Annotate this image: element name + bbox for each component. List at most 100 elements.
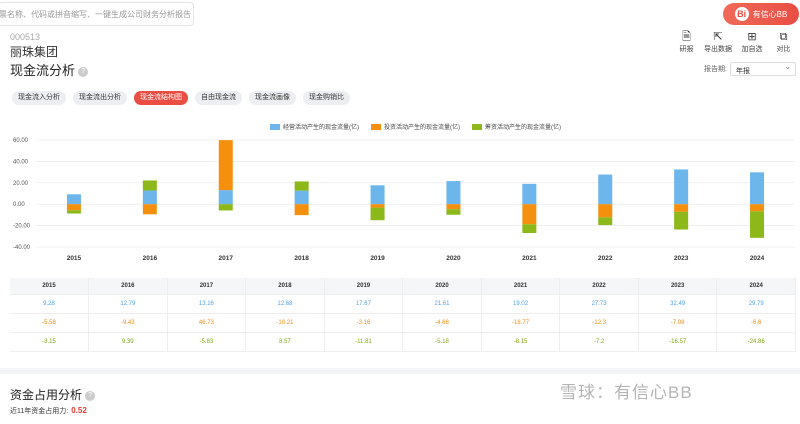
y-tick-label: -40.00 <box>13 245 31 251</box>
tab-cashflow-profile[interactable]: 现金流画像 <box>249 91 296 105</box>
bar-operating <box>66 194 81 205</box>
bar-operating <box>218 190 233 205</box>
legend-item-financing[interactable]: 筹资活动产生的现金流量(亿) <box>472 122 561 131</box>
section-title: 现金流分析 <box>10 63 76 78</box>
tab-free-cashflow[interactable]: 自由现金流 <box>195 91 242 105</box>
y-tick-label: 20.00 <box>13 181 29 187</box>
tab-bar: 现金流入分析 现金流出分析 现金流结构图 自由现金流 现金流画像 现金购销比 <box>12 91 350 105</box>
bar-financing <box>294 181 309 191</box>
bar-financing <box>218 204 233 211</box>
bar-operating <box>674 169 689 205</box>
table-cell: 8.57 <box>245 332 325 352</box>
legend-label-investing: 投资活动产生的现金流量(亿) <box>384 125 460 131</box>
table-cell: -16.57 <box>638 332 718 352</box>
bar-financing <box>750 211 765 238</box>
table-cell: 29.79 <box>716 294 796 314</box>
tab-cash-outflow[interactable]: 现金流出分析 <box>73 91 127 105</box>
table-header-cell: 2019 <box>324 278 404 295</box>
add-watchlist-label: 加自选 <box>741 46 763 53</box>
report-label: 研报 <box>679 46 694 53</box>
table-cell: -8.15 <box>481 332 561 352</box>
table-header-cell: 2017 <box>167 278 247 295</box>
cashflow-card: 现金流入分析 现金流出分析 现金流结构图 自由现金流 现金流画像 现金购销比 经… <box>0 86 800 368</box>
section2-title-text: 资金占用分析 <box>10 388 83 402</box>
bar-operating <box>370 185 385 205</box>
x-tick-label: 2015 <box>67 255 82 260</box>
table-cell: -3.16 <box>324 313 404 333</box>
legend-item-operating[interactable]: 经营活动产生的现金流量(亿) <box>270 122 359 131</box>
bar-investing <box>446 204 461 210</box>
x-tick-label: 2018 <box>294 255 309 260</box>
bar-financing <box>446 209 461 215</box>
period-select[interactable]: 年报 <box>730 62 796 76</box>
bar-operating <box>142 190 157 205</box>
table-cell: -5.58 <box>10 313 90 333</box>
table-header-cell: 2021 <box>481 278 561 295</box>
cashflow-structure-chart: 60.00 40.00 20.00 0.00 -20.00 -40.00 2015 2016 2… <box>13 138 795 260</box>
table-cell: 12.79 <box>88 294 168 314</box>
user-name: 有信心BB <box>752 9 788 19</box>
cashflow-table: 2015 2016 2017 2018 2019 2020 2021 2022 2023 2024… <box>10 278 796 352</box>
user-button[interactable]: Bi 有信心BB <box>723 3 799 25</box>
table-header-cell: 2020 <box>402 278 482 295</box>
top-bar: 票名称、代码或拼音缩写、一键生成公司财务分析报告 Bi 有信心BB <box>0 0 800 30</box>
legend-swatch-operating <box>270 124 280 130</box>
table-header-cell: 2023 <box>638 278 718 295</box>
table-cell: -9.43 <box>88 313 168 333</box>
table-header-cell: 2022 <box>559 278 639 295</box>
table-row-financing: -3.15 9.39 -5.83 8.57 -11.81 -5.18 -8.15 -7.2 -1… <box>10 332 796 352</box>
bar-investing <box>370 204 385 208</box>
table-cell: 27.73 <box>559 294 639 314</box>
help-icon[interactable]: ? <box>78 67 89 77</box>
export-button[interactable]: ⇱ 导出数据 <box>701 30 735 58</box>
bar-financing <box>142 180 157 191</box>
x-tick-label: 2017 <box>219 255 234 260</box>
capital-occupation-label: 近11年资金占用力: <box>10 408 69 415</box>
bar-investing <box>66 204 81 211</box>
table-header-cell: 2024 <box>716 278 796 295</box>
watermark: 雪球：有信心BB <box>560 383 693 402</box>
add-watchlist-button[interactable]: ⊞ 加自选 <box>735 30 769 58</box>
table-cell: -18.77 <box>481 313 561 333</box>
table-cell: 17.67 <box>324 294 404 314</box>
table-cell: 9.28 <box>10 294 90 314</box>
table-cell: 21.61 <box>402 294 482 314</box>
table-cell: -5.83 <box>167 332 247 352</box>
search-placeholder: 票名称、代码或拼音缩写、一键生成公司财务分析报告 <box>0 10 191 19</box>
table-cell: 46.73 <box>167 313 247 333</box>
table-header-cell: 2015 <box>10 278 90 295</box>
table-cell: -10.21 <box>245 313 325 333</box>
legend-label-financing: 筹资活动产生的现金流量(亿) <box>485 125 561 131</box>
add-icon: ⊞ <box>747 31 757 43</box>
period-label: 报告期: <box>704 66 727 73</box>
table-cell: -7.2 <box>559 332 639 352</box>
bar-operating <box>446 181 461 205</box>
stock-name: 丽珠集团 <box>10 45 59 59</box>
bar-investing <box>674 204 689 212</box>
tab-cash-purchase-sales-ratio[interactable]: 现金购销比 <box>303 91 350 105</box>
table-cell: -5.18 <box>402 332 482 352</box>
table-cell: -3.15 <box>10 332 90 352</box>
capital-occupation-summary: 近11年资金占用力: 0.52 <box>10 406 87 416</box>
table-header-cell: 2018 <box>245 278 325 295</box>
x-tick-label: 2022 <box>598 255 613 260</box>
legend-swatch-investing <box>371 124 381 130</box>
help-icon[interactable]: ? <box>85 391 96 401</box>
table-cell: -7.08 <box>638 313 718 333</box>
compare-button[interactable]: ⧉ 对比 <box>769 30 798 58</box>
compare-icon: ⧉ <box>779 31 788 43</box>
tab-cashflow-structure[interactable]: 现金流结构图 <box>134 91 188 105</box>
table-cell: -6.6 <box>716 313 796 333</box>
toolbar: 🗎 研报 ⇱ 导出数据 ⊞ 加自选 ⧉ 对比 <box>672 30 798 58</box>
table-header-row: 2015 2016 2017 2018 2019 2020 2021 2022 2023 2024 <box>10 278 796 295</box>
y-tick-label: 0.00 <box>13 202 25 208</box>
search-input[interactable]: 票名称、代码或拼音缩写、一键生成公司财务分析报告 <box>0 2 194 26</box>
bar-operating <box>598 174 613 205</box>
table-cell: 9.39 <box>88 332 168 352</box>
legend-item-investing[interactable]: 投资活动产生的现金流量(亿) <box>371 122 460 131</box>
tab-cash-inflow[interactable]: 现金流入分析 <box>12 91 66 105</box>
capital-occupation-value: 0.52 <box>71 406 87 415</box>
report-button[interactable]: 🗎 研报 <box>672 30 701 58</box>
y-tick-label: -20.00 <box>13 224 31 230</box>
